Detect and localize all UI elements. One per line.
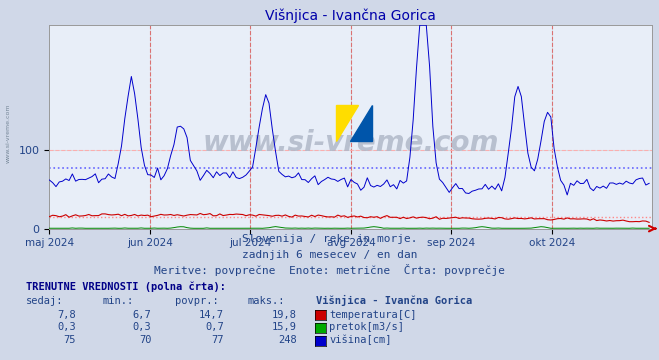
Text: pretok[m3/s]: pretok[m3/s] [330,323,405,333]
Text: 14,7: 14,7 [199,310,224,320]
Text: sedaj:: sedaj: [26,296,64,306]
Text: min.:: min.: [102,296,133,306]
Text: povpr.:: povpr.: [175,296,218,306]
Text: www.si-vreme.com: www.si-vreme.com [203,129,499,157]
Text: 75: 75 [63,336,76,346]
Text: 7,8: 7,8 [57,310,76,320]
Polygon shape [351,104,372,141]
Text: 6,7: 6,7 [133,310,152,320]
Text: Višnjica - Ivančna Gorica: Višnjica - Ivančna Gorica [316,295,473,306]
Text: 248: 248 [278,336,297,346]
Text: 0,3: 0,3 [57,323,76,333]
Text: Slovenija / reke in morje.: Slovenija / reke in morje. [242,234,417,244]
Polygon shape [336,104,358,141]
Text: www.si-vreme.com: www.si-vreme.com [5,103,11,163]
Text: 15,9: 15,9 [272,323,297,333]
Text: Meritve: povprečne  Enote: metrične  Črta: povprečje: Meritve: povprečne Enote: metrične Črta:… [154,264,505,276]
Text: višina[cm]: višina[cm] [330,335,392,346]
Text: 70: 70 [139,336,152,346]
Text: maks.:: maks.: [247,296,285,306]
Text: TRENUTNE VREDNOSTI (polna črta):: TRENUTNE VREDNOSTI (polna črta): [26,281,226,292]
Text: 0,3: 0,3 [133,323,152,333]
Text: zadnjih 6 mesecev / en dan: zadnjih 6 mesecev / en dan [242,251,417,261]
Title: Višnjica - Ivančna Gorica: Višnjica - Ivančna Gorica [266,8,436,23]
Text: 0,7: 0,7 [206,323,224,333]
Text: 77: 77 [212,336,224,346]
Text: temperatura[C]: temperatura[C] [330,310,417,320]
Text: 19,8: 19,8 [272,310,297,320]
